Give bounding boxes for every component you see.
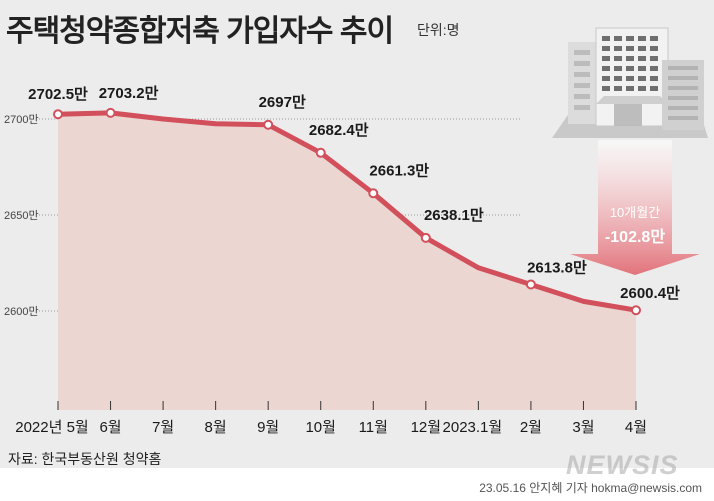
x-tick-label: 2월	[520, 419, 542, 436]
unit-label: 단위:명	[417, 22, 460, 38]
y-tick-label: 2700만	[4, 113, 39, 126]
x-tick-label: 6월	[99, 419, 121, 436]
window	[614, 66, 622, 71]
y-tick-label: 2650만	[4, 209, 39, 222]
data-point	[53, 109, 63, 120]
window	[638, 56, 646, 61]
window	[614, 36, 622, 41]
chart-title: 주택청약종합저축 가입자수 추이	[6, 15, 394, 48]
window	[668, 76, 698, 80]
area-fill	[58, 112, 636, 411]
window	[650, 86, 658, 91]
data-point	[105, 107, 116, 118]
watermark-logo: NEWSIS	[566, 450, 679, 480]
data-point	[315, 147, 326, 158]
window	[668, 66, 698, 70]
data-label: 2613.8만	[527, 260, 587, 277]
series-markers	[53, 107, 641, 316]
x-tick-label: 9월	[257, 419, 279, 436]
x-tick-label: 7월	[152, 419, 174, 436]
decline-arrow: 10개월간 -102.8만	[570, 140, 700, 275]
data-point	[263, 119, 274, 130]
data-label: 2682.4만	[309, 122, 369, 139]
data-label: 2661.3만	[369, 162, 429, 179]
data-label: 2638.1만	[424, 207, 484, 224]
window	[574, 50, 590, 55]
window	[626, 86, 634, 91]
data-point	[368, 188, 379, 199]
x-tick-label: 3월	[572, 419, 594, 436]
window	[602, 56, 610, 61]
x-tick-label: 11월	[359, 419, 388, 436]
window	[650, 46, 658, 51]
window	[638, 46, 646, 51]
window	[650, 56, 658, 61]
window	[602, 86, 610, 91]
x-axis-labels: 2022년 5월 6월 7월 8월 9월 10월 11월 12월 2023.1월 2월 3월 4월	[15, 419, 647, 436]
source-note: 자료: 한국부동산원 청약홈	[8, 451, 162, 467]
annotation-change: -102.8만	[605, 228, 665, 246]
data-label: 2702.5만	[28, 86, 88, 103]
data-point	[631, 305, 641, 316]
data-point	[420, 232, 431, 243]
x-tick-label: 12월	[411, 419, 442, 436]
window	[650, 76, 658, 81]
window	[614, 46, 622, 51]
x-tick-label: 8월	[205, 419, 227, 436]
window	[626, 56, 634, 61]
window	[602, 66, 610, 71]
window	[638, 36, 646, 41]
window	[626, 66, 634, 71]
window	[626, 36, 634, 41]
window	[602, 46, 610, 51]
apartment-building-icon	[552, 27, 708, 138]
window	[574, 72, 590, 77]
data-label: 2703.2만	[99, 85, 159, 102]
window	[668, 96, 698, 100]
window	[638, 66, 646, 71]
x-tick-label: 2023.1월	[443, 419, 503, 436]
window	[614, 76, 622, 81]
x-tick-label: 2022년 5월	[15, 419, 88, 436]
x-tick-label: 4월	[625, 419, 647, 436]
y-axis-labels: 2700만 2650만 2600만	[4, 113, 39, 318]
window	[668, 86, 698, 90]
window	[668, 106, 698, 110]
window	[574, 61, 590, 66]
window	[614, 56, 622, 61]
window	[650, 66, 658, 71]
window	[602, 36, 610, 41]
series-line	[55, 110, 639, 313]
window	[650, 36, 658, 41]
window	[638, 76, 646, 81]
x-tick-label: 10월	[305, 419, 336, 436]
line-chart: 10개월간 -102.8만 2702.5만 2703.2만 2697만2682.4만…	[4, 27, 708, 436]
data-point	[525, 279, 536, 290]
y-tick-label: 2600만	[4, 305, 39, 318]
window	[574, 94, 590, 99]
window	[668, 116, 698, 120]
byline-credit: 23.05.16 안지혜 기자 hokma@newsis.com	[479, 481, 702, 495]
x-tick-marks	[57, 401, 637, 410]
window	[614, 86, 622, 91]
data-label: 2600.4만	[620, 285, 680, 302]
window	[574, 83, 590, 88]
annotation-period: 10개월간	[610, 205, 660, 220]
window	[626, 76, 634, 81]
window	[638, 86, 646, 91]
window	[626, 46, 634, 51]
window	[574, 105, 590, 110]
data-label: 2697만	[259, 94, 306, 111]
window	[602, 76, 610, 81]
